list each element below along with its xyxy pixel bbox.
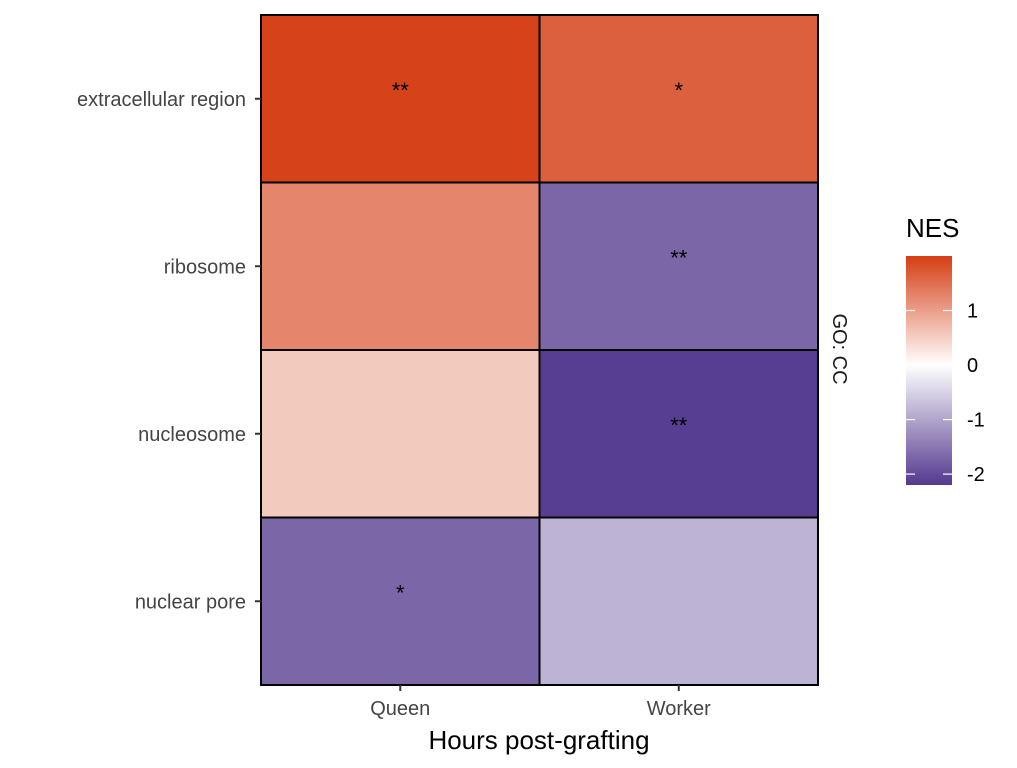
heatmap-cell bbox=[538, 349, 819, 519]
heatmap-cell bbox=[260, 14, 541, 184]
significance-labels: ** ****** bbox=[392, 78, 688, 606]
x-tick-label: Queen bbox=[370, 698, 430, 720]
legend-tick-label: 1 bbox=[967, 301, 978, 323]
heatmap-cell bbox=[538, 14, 819, 184]
legend-title: NES bbox=[906, 213, 959, 243]
significance-label: ** bbox=[670, 413, 688, 438]
legend-colorbar bbox=[906, 256, 952, 485]
x-tick-label: Worker bbox=[647, 698, 711, 720]
y-tick-label: extracellular region bbox=[77, 89, 246, 111]
y-axis: extracellular region ribosome nucleosome nu… bbox=[77, 89, 261, 613]
significance-label: * bbox=[674, 78, 683, 103]
heatmap-cell bbox=[538, 181, 819, 351]
significance-label: ** bbox=[670, 245, 688, 270]
heatmap-cells bbox=[260, 14, 819, 686]
significance-label: ** bbox=[392, 78, 410, 103]
heatmap-cell bbox=[260, 349, 541, 519]
legend-tick-label: -1 bbox=[967, 410, 985, 432]
facet-strip-label: GO: CC bbox=[828, 313, 850, 384]
heatmap-cell bbox=[260, 181, 541, 351]
significance-label: * bbox=[396, 580, 405, 605]
legend: NES 1 0 -1 -2 bbox=[906, 213, 985, 486]
y-tick-label: nucleosome bbox=[138, 424, 246, 446]
heatmap-cell bbox=[538, 516, 819, 686]
legend-tick-label: -2 bbox=[967, 464, 985, 486]
x-axis: Queen Worker bbox=[370, 685, 711, 720]
y-tick-label: ribosome bbox=[164, 256, 246, 278]
heatmap-cell bbox=[260, 516, 541, 686]
legend-tick-label: 0 bbox=[967, 355, 978, 377]
x-axis-title: Hours post-grafting bbox=[428, 725, 649, 755]
y-tick-label: nuclear pore bbox=[135, 591, 246, 613]
